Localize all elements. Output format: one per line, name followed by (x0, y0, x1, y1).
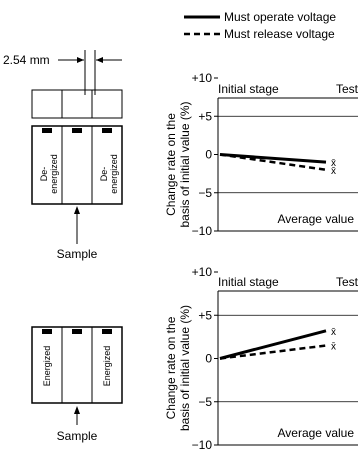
relay-left-energized-label: Energized (42, 346, 52, 387)
y-axis-label: Change rate on thebasis of initial value… (164, 305, 192, 431)
y-tick-label: 0 (205, 352, 212, 366)
legend-release-label: Must release voltage (224, 27, 335, 41)
y-tick-label: +10 (192, 71, 213, 85)
relay-sample-bottom: Energized Energized (31, 326, 123, 404)
pitch-arrow-left (77, 57, 84, 63)
sample-pointer-top: Sample (57, 206, 98, 261)
average-value-label: Average value (278, 212, 355, 226)
x-category-label: Initial stage (218, 275, 279, 289)
average-value-label: Average value (278, 426, 355, 440)
legend-operate-label: Must operate voltage (224, 10, 336, 24)
x-category-label: Test (336, 275, 359, 289)
x-category-label: Test (336, 82, 359, 96)
pitch-label: 2.54 mm (3, 53, 50, 67)
mean-mark-release: x̄ (331, 166, 336, 177)
relay-left-state-label: De-energized (39, 154, 59, 194)
x-category-label: Initial stage (218, 82, 279, 96)
relay-pins-top (31, 89, 123, 119)
legend: Must operate voltage Must release voltag… (184, 10, 336, 41)
relay-right-energized-label: Energized (102, 346, 112, 387)
series-line-release (219, 153, 327, 172)
relay-right-state-label: De-energized (99, 154, 119, 194)
mean-mark-release: x̄ (331, 342, 336, 353)
sample-pointer-bottom: Sample (57, 406, 98, 443)
mean-mark-operate: x̄ (331, 158, 336, 169)
y-tick-label: +5 (198, 109, 212, 123)
mean-mark-operate: x̄ (331, 327, 336, 338)
relay-sample-top: De-energized De-energized (31, 125, 123, 205)
y-tick-label: +5 (198, 308, 212, 322)
pitch-dimension: 2.54 mm (3, 50, 122, 95)
sample-label-top: Sample (57, 247, 98, 261)
y-tick-label: −10 (192, 224, 213, 238)
y-axis-label: Change rate on thebasis of initial value… (164, 101, 192, 227)
y-tick-label: −10 (192, 438, 213, 452)
sample-label-bottom: Sample (57, 429, 98, 443)
y-tick-label: 0 (205, 148, 212, 162)
y-tick-label: −5 (198, 186, 212, 200)
y-tick-label: −5 (198, 395, 212, 409)
pitch-arrow-right (96, 57, 103, 63)
series-line-release (219, 344, 327, 360)
series-line-operate (219, 153, 327, 164)
y-tick-label: +10 (192, 265, 213, 279)
series-line-operate (219, 329, 327, 360)
